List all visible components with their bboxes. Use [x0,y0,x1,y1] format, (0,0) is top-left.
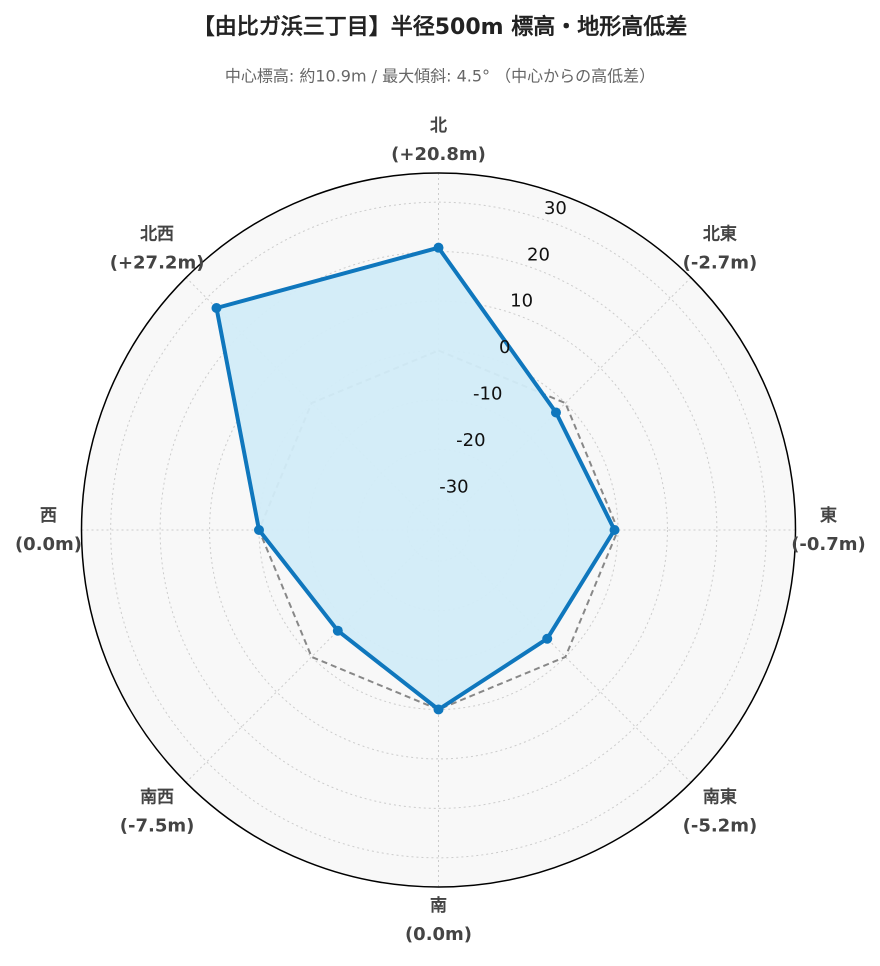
grid-circle [209,300,668,760]
value-label: (-5.2m) [683,815,758,836]
category-label: 西 [40,506,57,526]
value-label: (+27.2m) [110,253,205,274]
category-label: 北東 [703,224,737,245]
data-point [433,242,444,253]
value-label: (0.0m) [15,534,82,555]
data-point [211,302,222,313]
radial-tick-label: 0 [499,337,510,358]
category-label: 東 [820,505,837,526]
radial-tick-label: -30 [439,477,468,498]
radial-tick-label: 30 [544,198,567,219]
data-point [542,633,553,644]
category-label: 南 [430,895,447,916]
radial-tick-label: -20 [456,430,485,451]
data-point [332,625,343,636]
value-label: (-7.5m) [120,815,195,836]
category-label: 南東 [703,786,737,807]
chart-title: 【由比ガ浜三丁目】半径500m 標高・地形高低差 [193,14,688,40]
category-label: 南西 [140,786,174,807]
value-label: (-0.7m) [791,534,866,555]
polar-frame [80,172,797,888]
category-label: 北西 [140,225,174,245]
radial-tick-label: 20 [527,244,550,265]
data-point [609,525,620,535]
data-point [550,407,561,418]
category-label: 北 [430,116,447,136]
radial-tick-label: -10 [473,384,502,405]
value-label: (+20.8m) [391,144,486,165]
data-point [433,704,444,715]
radial-tick-label: 10 [510,291,533,312]
chart-subtitle: 中心標高: 約10.9m / 最大傾斜: 4.5° （中心からの高低差） [225,67,655,86]
value-label: (0.0m) [405,924,472,945]
grid-circle [110,201,767,859]
data-point [254,525,265,535]
value-label: (-2.7m) [683,253,758,274]
